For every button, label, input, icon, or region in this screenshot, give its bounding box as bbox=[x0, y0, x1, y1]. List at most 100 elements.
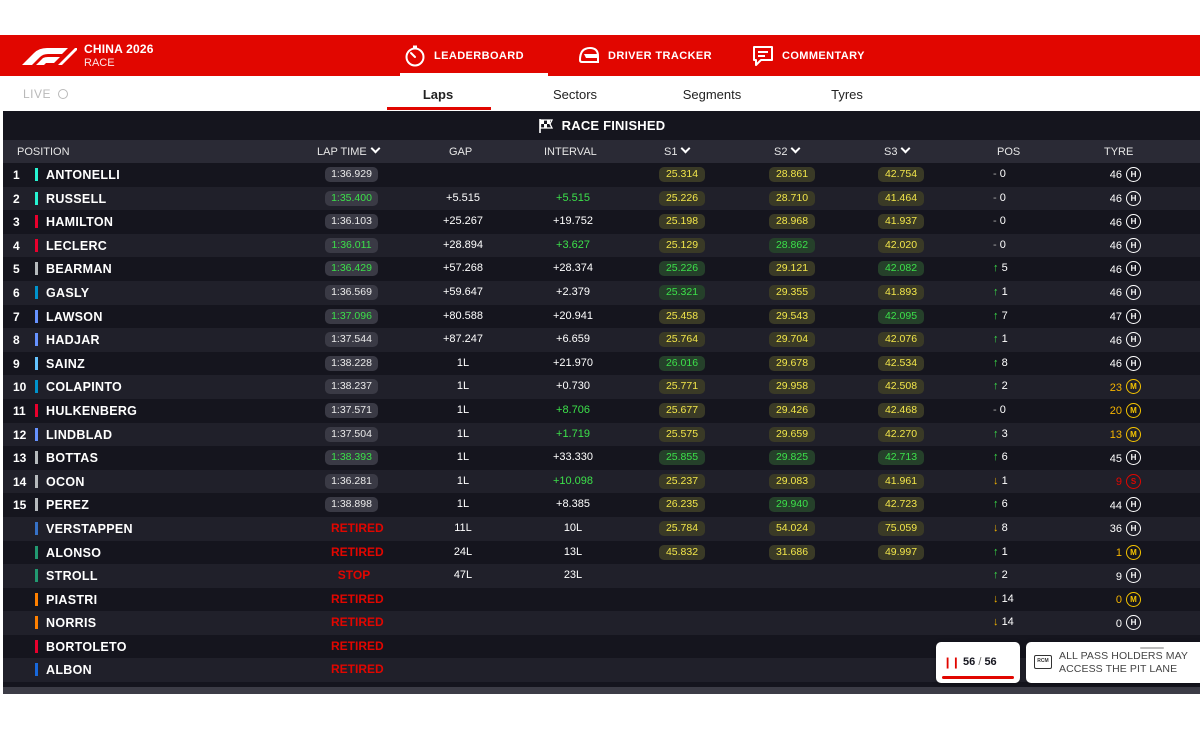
leaderboard-row[interactable]: 13 BOTTAS 1:38.393 1L +33.330 25.855 29.825 42.… bbox=[3, 446, 1200, 470]
leaderboard-row[interactable]: PIASTRI RETIRED ↓ 14 0 M bbox=[3, 588, 1200, 612]
sector-s3: 41.937 bbox=[878, 214, 924, 230]
leaderboard-row[interactable]: 2 RUSSELL 1:35.400 +5.515 +5.515 25.226 28.710… bbox=[3, 186, 1200, 211]
gap: 1L bbox=[456, 380, 470, 393]
sector-s3: 42.713 bbox=[878, 450, 924, 466]
driver-name: ALBON bbox=[46, 663, 92, 678]
lap-time: RETIRED bbox=[331, 591, 384, 606]
interval: +21.970 bbox=[552, 356, 594, 369]
lap-counter[interactable]: ❙❙ 56 / 56 bbox=[936, 642, 1020, 683]
live-indicator[interactable]: LIVE bbox=[23, 87, 69, 101]
team-color-bar bbox=[35, 616, 38, 630]
nav-commentary[interactable]: COMMENTARY bbox=[752, 35, 865, 76]
interval: +19.752 bbox=[552, 215, 594, 228]
sector-s1: 25.226 bbox=[659, 190, 705, 206]
col-s2[interactable]: S2 bbox=[774, 143, 801, 158]
lap-time: STOP bbox=[337, 568, 371, 583]
leaderboard-row[interactable]: 9 SAINZ 1:38.228 1L +21.970 26.016 29.678 42.53… bbox=[3, 352, 1200, 376]
team-color-bar bbox=[35, 168, 38, 181]
leaderboard-row[interactable]: 14 OCON 1:36.281 1L +10.098 25.237 29.083 41.96… bbox=[3, 469, 1200, 494]
tyre-info: 13 M bbox=[1093, 426, 1141, 443]
nav-driver-tracker[interactable]: DRIVER TRACKER bbox=[578, 35, 712, 76]
gap: 1L bbox=[456, 356, 470, 369]
sector-s3: 75.059 bbox=[878, 520, 924, 536]
col-s3[interactable]: S3 bbox=[884, 143, 911, 158]
leaderboard-row[interactable]: VERSTAPPEN RETIRED 11L 10L 25.784 54.024 75.05… bbox=[3, 516, 1200, 541]
arrow-up-icon: ↑ bbox=[993, 356, 999, 369]
leaderboard-row[interactable]: 15 PEREZ 1:38.898 1L +8.385 26.235 29.940 42.72… bbox=[3, 493, 1200, 517]
position-change-value: 8 bbox=[1001, 356, 1008, 369]
row-position: 15 bbox=[13, 498, 27, 513]
leaderboard-row[interactable]: 7 LAWSON 1:37.096 +80.588 +20.941 25.458 29.54… bbox=[3, 305, 1200, 329]
leaderboard-row[interactable]: BORTOLETO RETIRED bbox=[3, 635, 1200, 659]
tab-laps[interactable]: Laps bbox=[422, 87, 454, 102]
nav-leaderboard-label: LEADERBOARD bbox=[434, 49, 524, 62]
sector-s3: 41.961 bbox=[878, 473, 924, 489]
lap-time: 1:37.544 bbox=[325, 332, 378, 348]
sector-s1: 25.237 bbox=[659, 473, 705, 489]
position-change: ↓ 14 bbox=[993, 616, 1033, 628]
arrow-up-icon: ↑ bbox=[993, 427, 999, 440]
position-change-value: 8 bbox=[1001, 521, 1008, 534]
leaderboard-row[interactable]: 5 BEARMAN 1:36.429 +57.268 +28.374 25.226 29.1… bbox=[3, 257, 1200, 281]
row-position: 10 bbox=[13, 380, 27, 395]
race-control-message[interactable]: RCM ALL PASS HOLDERS MAY ACCESS THE PIT … bbox=[1026, 642, 1200, 683]
col-s1[interactable]: S1 bbox=[664, 143, 691, 158]
leaderboard-row[interactable]: 8 HADJAR 1:37.544 +87.247 +6.659 25.764 29.704… bbox=[3, 328, 1200, 352]
team-color-bar bbox=[35, 380, 38, 394]
arrow-up-icon: ↑ bbox=[993, 285, 999, 298]
lap-separator: / bbox=[978, 656, 982, 668]
leaderboard-row[interactable]: 1 ANTONELLI 1:36.929 25.314 28.861 42.754 - 0 4… bbox=[3, 163, 1200, 187]
leaderboard-row[interactable]: 3 HAMILTON 1:36.103 +25.267 +19.752 25.198 28.… bbox=[3, 210, 1200, 234]
column-header: POSITION LAP TIME GAP INTERVAL S1 S2 S3 … bbox=[3, 140, 1200, 163]
position-change-value: 7 bbox=[1001, 309, 1008, 322]
no-change-icon: - bbox=[993, 238, 997, 251]
leaderboard-row[interactable]: ALONSO RETIRED 24L 13L 45.832 31.686 49.997 ↑ 1… bbox=[3, 541, 1200, 565]
lap-time: RETIRED bbox=[331, 662, 384, 677]
leaderboard-row[interactable]: 11 HULKENBERG 1:37.571 1L +8.706 25.677 29.426… bbox=[3, 399, 1200, 423]
sector-s2: 29.543 bbox=[769, 308, 815, 324]
nav-driver-tracker-label: DRIVER TRACKER bbox=[608, 49, 712, 62]
leaderboard-row[interactable]: 10 COLAPINTO 1:38.237 1L +0.730 25.771 29.958 4… bbox=[3, 375, 1200, 399]
chevron-down-icon bbox=[370, 143, 381, 154]
sector-s1: 25.771 bbox=[659, 379, 705, 395]
leaderboard-row[interactable]: ALBON RETIRED bbox=[3, 658, 1200, 683]
sector-s2: 29.704 bbox=[769, 332, 815, 348]
driver-name: LAWSON bbox=[46, 309, 103, 324]
col-lap-time-label: LAP TIME bbox=[317, 146, 367, 158]
tyre-info: 46 H bbox=[1093, 332, 1141, 348]
lap-time: 1:38.237 bbox=[325, 379, 378, 395]
lap-time: 1:38.393 bbox=[325, 450, 378, 466]
leaderboard-row[interactable]: 4 LECLERC 1:36.011 +28.894 +3.627 25.129 28.86… bbox=[3, 233, 1200, 258]
row-position: 7 bbox=[13, 309, 20, 324]
position-change: ↓ 8 bbox=[993, 522, 1033, 534]
sector-s2: 28.862 bbox=[769, 237, 815, 253]
tab-sectors[interactable]: Sectors bbox=[552, 87, 598, 102]
tyre-laps: 9 bbox=[1115, 570, 1122, 583]
pause-icon[interactable]: ❙❙ bbox=[943, 657, 960, 669]
nav-leaderboard[interactable]: LEADERBOARD bbox=[400, 35, 548, 76]
drag-handle[interactable] bbox=[1140, 647, 1164, 649]
col-position: POSITION bbox=[17, 146, 70, 158]
tab-segments[interactable]: Segments bbox=[682, 87, 742, 102]
leaderboard-row[interactable]: 12 LINDBLAD 1:37.504 1L +1.719 25.575 29.659 42… bbox=[3, 422, 1200, 447]
no-change-icon: - bbox=[993, 403, 997, 416]
position-change-value: 0 bbox=[999, 403, 1006, 416]
no-change-icon: - bbox=[993, 168, 997, 180]
tyre-laps: 46 bbox=[1109, 169, 1122, 182]
col-lap-time[interactable]: LAP TIME bbox=[317, 143, 381, 158]
sector-s3: 41.893 bbox=[878, 284, 924, 300]
brand[interactable]: CHINA 2026 RACE bbox=[22, 40, 154, 71]
col-s1-label: S1 bbox=[664, 146, 678, 158]
tab-tyres[interactable]: Tyres bbox=[831, 87, 863, 102]
team-color-bar bbox=[35, 356, 38, 370]
position-change-value: 2 bbox=[1001, 569, 1008, 582]
team-color-bar bbox=[35, 403, 38, 417]
team-color-bar bbox=[35, 592, 38, 606]
leaderboard-row[interactable]: 6 GASLY 1:36.569 +59.647 +2.379 25.321 29.355 4… bbox=[3, 280, 1200, 305]
position-change: ↑ 2 bbox=[993, 380, 1033, 392]
leaderboard-row[interactable]: NORRIS RETIRED ↓ 14 0 H bbox=[3, 611, 1200, 635]
brand-text: CHINA 2026 RACE bbox=[84, 42, 154, 70]
gap: 11L bbox=[454, 521, 472, 534]
